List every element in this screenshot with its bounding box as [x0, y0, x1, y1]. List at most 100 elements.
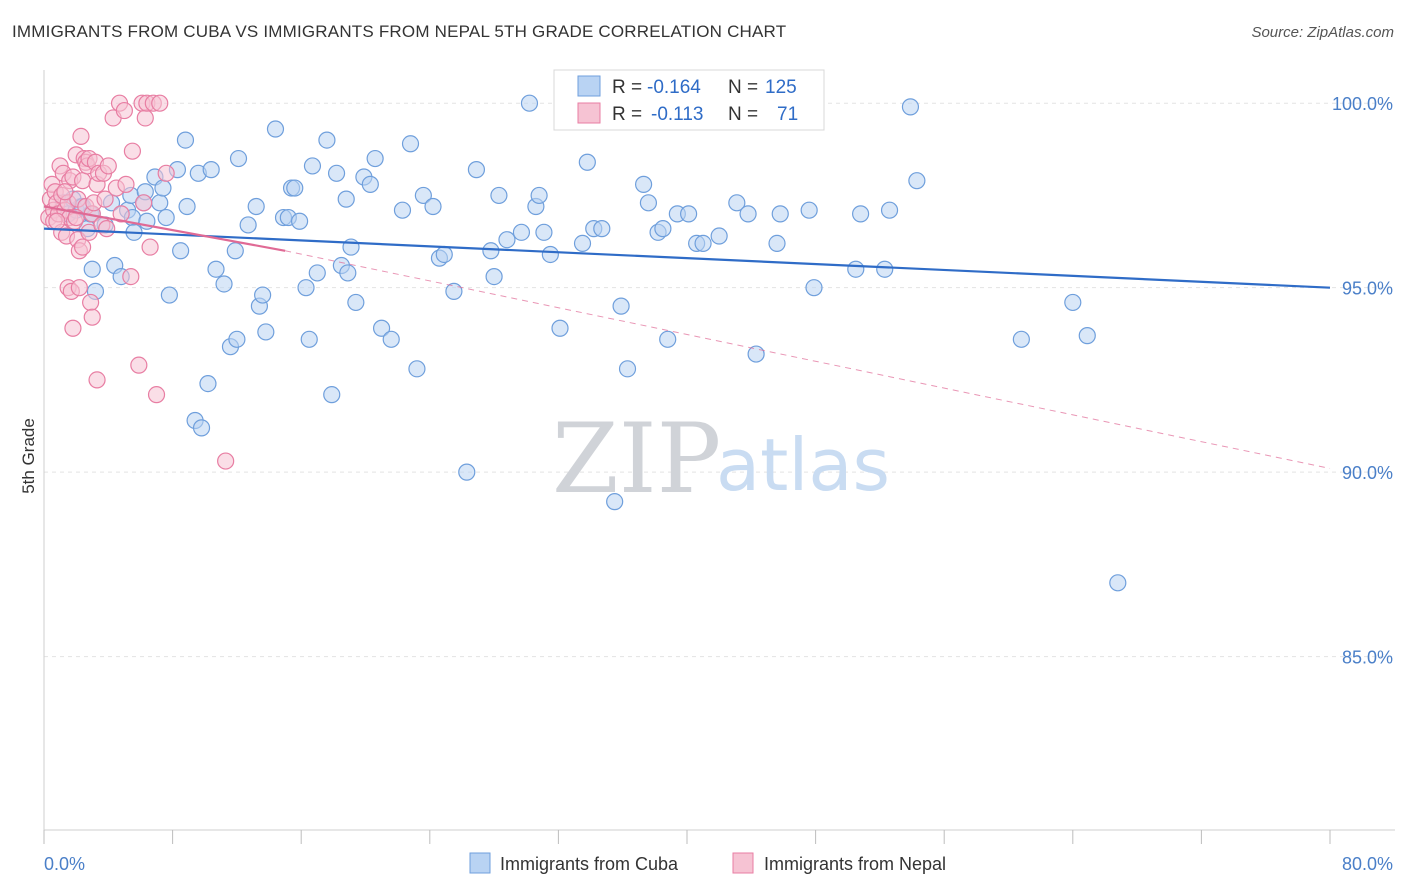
- cuba-point: [852, 205, 870, 223]
- cuba-point: [257, 323, 275, 341]
- cuba-point: [694, 234, 712, 252]
- cuba-point: [520, 94, 539, 112]
- cuba-point: [880, 201, 899, 219]
- cuba-point: [1109, 574, 1127, 592]
- cuba-point: [771, 205, 789, 223]
- nepal-point: [98, 220, 116, 238]
- cuba-point: [768, 234, 786, 252]
- cuba-point: [634, 175, 653, 193]
- legend-nepal-swatch: [732, 852, 754, 874]
- cuba-point: [639, 194, 658, 212]
- stats-nepal-n-label: N =: [728, 104, 758, 125]
- nepal-point: [136, 109, 154, 127]
- cuba-point: [908, 172, 926, 190]
- cuba-point: [83, 260, 101, 278]
- stats-cuba-swatch: [577, 75, 601, 97]
- cuba-point: [535, 223, 553, 241]
- cuba-point: [593, 220, 611, 238]
- series-cuba-points: [54, 94, 1127, 592]
- stats-nepal-r-label: R =: [612, 104, 642, 125]
- nepal-point: [73, 172, 92, 190]
- cuba-point: [901, 98, 920, 116]
- nepal-point: [80, 223, 98, 241]
- cuba-point: [151, 194, 169, 212]
- legend-cuba-label: Immigrants from Cuba: [500, 854, 679, 874]
- y-tick-labels: 100.0% 95.0% 90.0% 85.0%: [1332, 94, 1393, 667]
- cuba-point: [327, 164, 346, 182]
- legend: Immigrants from Cuba Immigrants from Nep…: [469, 852, 946, 874]
- cuba-point: [202, 161, 220, 179]
- nepal-point: [82, 293, 100, 312]
- nepal-point: [56, 183, 74, 201]
- cuba-point: [578, 153, 596, 171]
- cuba-point: [1078, 327, 1096, 345]
- cuba-point: [339, 264, 357, 282]
- stats-nepal-swatch: [577, 102, 601, 124]
- cuba-point: [266, 120, 285, 138]
- y-tick-label: 100.0%: [1332, 94, 1393, 114]
- y-tick-label: 95.0%: [1342, 279, 1393, 299]
- cuba-point: [680, 205, 698, 223]
- stats-nepal-n-value: 71: [777, 104, 798, 125]
- nepal-point: [96, 190, 114, 208]
- nepal-point: [73, 238, 92, 256]
- stats-cuba-n-value: 125: [765, 77, 797, 98]
- nepal-trend-line: [43, 205, 286, 252]
- cuba-point: [347, 293, 365, 312]
- cuba-point: [239, 216, 257, 234]
- nepal-point: [83, 308, 101, 326]
- cuba-point: [318, 131, 336, 149]
- nepal-trend-extension: [285, 250, 1331, 469]
- cuba-point: [876, 260, 894, 278]
- cuba-point: [606, 493, 624, 511]
- cuba-point: [805, 279, 823, 297]
- nepal-point: [88, 371, 106, 389]
- cuba-point: [361, 175, 379, 193]
- cuba-point: [512, 223, 531, 241]
- x-tick-label-max: 80.0%: [1342, 854, 1393, 874]
- source-label: Source: ZipAtlas.com: [1251, 24, 1394, 41]
- cuba-point: [541, 245, 559, 264]
- cuba-point: [172, 242, 190, 260]
- stats-cuba-r-value: -0.164: [647, 77, 701, 98]
- cuba-point: [160, 286, 178, 304]
- series-nepal-points: [40, 94, 235, 470]
- stats-cuba-n-label: N =: [728, 77, 758, 98]
- nepal-point: [70, 279, 88, 297]
- nepal-point: [72, 127, 90, 146]
- cuba-point: [467, 161, 486, 179]
- cuba-point: [435, 245, 453, 264]
- cuba-point: [337, 190, 355, 208]
- cuba-point: [254, 286, 272, 304]
- cuba-point: [308, 264, 326, 282]
- legend-nepal-label: Immigrants from Nepal: [764, 854, 946, 874]
- nepal-point: [157, 164, 175, 182]
- cuba-point: [612, 297, 630, 315]
- watermark-atlas: atlas: [716, 423, 890, 507]
- nepal-point: [147, 386, 166, 404]
- cuba-point: [710, 227, 728, 245]
- cuba-point: [739, 205, 757, 223]
- cuba-point: [445, 282, 463, 300]
- nepal-point: [64, 319, 82, 337]
- cuba-point: [157, 208, 175, 227]
- cuba-point: [728, 194, 746, 212]
- cuba-point: [414, 186, 432, 205]
- cuba-point: [401, 135, 420, 153]
- y-tick-label: 85.0%: [1342, 648, 1393, 668]
- x-tick-label-min: 0.0%: [44, 854, 85, 874]
- cuba-point: [618, 360, 637, 378]
- grid-lines: [44, 102, 1395, 658]
- cuba-point: [847, 260, 865, 278]
- cuba-point: [192, 419, 211, 437]
- y-axis-label: 5th Grade: [19, 418, 38, 494]
- cuba-point: [247, 197, 265, 216]
- cuba-point: [458, 463, 476, 481]
- cuba-point: [498, 231, 516, 249]
- nepal-point: [99, 157, 117, 175]
- cuba-point: [286, 179, 304, 197]
- cuba-point: [800, 201, 818, 219]
- cuba-point: [303, 157, 322, 175]
- nepal-point: [117, 175, 135, 193]
